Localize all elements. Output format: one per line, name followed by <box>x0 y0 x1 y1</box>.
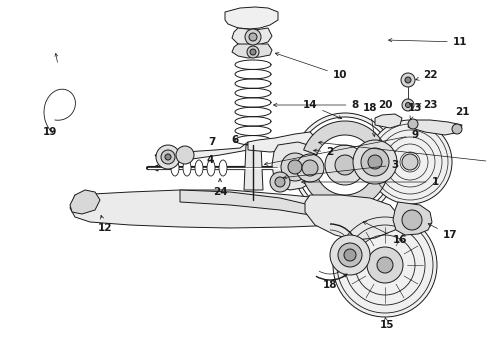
Text: 9: 9 <box>265 130 418 165</box>
Text: 3: 3 <box>284 160 399 179</box>
Polygon shape <box>180 190 310 215</box>
Circle shape <box>377 257 393 273</box>
Text: 21: 21 <box>455 107 469 117</box>
Circle shape <box>296 154 324 182</box>
Text: 22: 22 <box>416 70 437 80</box>
Circle shape <box>338 243 362 267</box>
Circle shape <box>406 103 411 108</box>
Circle shape <box>401 73 415 87</box>
Polygon shape <box>70 190 375 228</box>
Text: 2: 2 <box>314 147 334 157</box>
Circle shape <box>250 49 256 55</box>
Ellipse shape <box>183 160 191 176</box>
Text: 17: 17 <box>428 224 457 240</box>
Text: 16: 16 <box>363 222 407 245</box>
Circle shape <box>330 235 370 275</box>
Text: 14: 14 <box>303 100 342 119</box>
Text: 4: 4 <box>206 155 214 165</box>
Text: 6: 6 <box>231 135 239 145</box>
Text: 12: 12 <box>98 215 112 233</box>
Circle shape <box>156 145 180 169</box>
Circle shape <box>249 33 257 41</box>
Polygon shape <box>244 145 263 190</box>
Text: 24: 24 <box>213 179 227 197</box>
Text: 15: 15 <box>380 317 394 330</box>
Circle shape <box>344 249 356 261</box>
Polygon shape <box>155 142 248 162</box>
Text: 23: 23 <box>417 100 437 110</box>
Circle shape <box>297 117 393 213</box>
Text: 18: 18 <box>323 274 347 290</box>
Circle shape <box>161 150 175 164</box>
Polygon shape <box>304 121 386 155</box>
Circle shape <box>165 154 171 160</box>
Polygon shape <box>304 175 386 209</box>
Circle shape <box>408 119 418 129</box>
Polygon shape <box>225 7 278 29</box>
Circle shape <box>293 113 397 217</box>
Circle shape <box>361 148 389 176</box>
Text: 10: 10 <box>275 53 347 80</box>
Text: 7: 7 <box>208 137 216 147</box>
Text: 1: 1 <box>301 177 439 187</box>
Text: 13: 13 <box>408 103 422 119</box>
Ellipse shape <box>207 160 215 176</box>
Text: 11: 11 <box>389 37 467 47</box>
Circle shape <box>288 160 302 174</box>
Polygon shape <box>305 195 400 240</box>
Circle shape <box>247 46 259 58</box>
Text: 8: 8 <box>273 100 359 110</box>
Circle shape <box>367 247 403 283</box>
Circle shape <box>402 210 422 230</box>
Polygon shape <box>70 190 100 214</box>
Circle shape <box>368 155 382 169</box>
Ellipse shape <box>219 160 227 176</box>
Ellipse shape <box>195 160 203 176</box>
Circle shape <box>402 154 418 170</box>
Circle shape <box>335 155 355 175</box>
Ellipse shape <box>171 160 179 176</box>
Text: 5: 5 <box>318 141 490 167</box>
Circle shape <box>405 77 411 83</box>
Circle shape <box>353 140 397 184</box>
Polygon shape <box>248 132 318 152</box>
Circle shape <box>452 124 462 134</box>
Polygon shape <box>232 28 272 46</box>
Text: 19: 19 <box>43 127 57 137</box>
Polygon shape <box>393 202 432 235</box>
Circle shape <box>245 29 261 45</box>
Circle shape <box>368 120 452 204</box>
Circle shape <box>402 99 414 111</box>
Polygon shape <box>272 142 318 190</box>
Circle shape <box>270 172 290 192</box>
Polygon shape <box>232 44 272 58</box>
Circle shape <box>325 145 365 185</box>
Polygon shape <box>408 120 462 135</box>
Polygon shape <box>375 114 402 128</box>
Circle shape <box>281 153 309 181</box>
Circle shape <box>302 160 318 176</box>
Circle shape <box>275 177 285 187</box>
Text: 20: 20 <box>378 100 392 110</box>
Circle shape <box>333 213 437 317</box>
Text: 18: 18 <box>363 103 377 136</box>
Circle shape <box>176 146 194 164</box>
